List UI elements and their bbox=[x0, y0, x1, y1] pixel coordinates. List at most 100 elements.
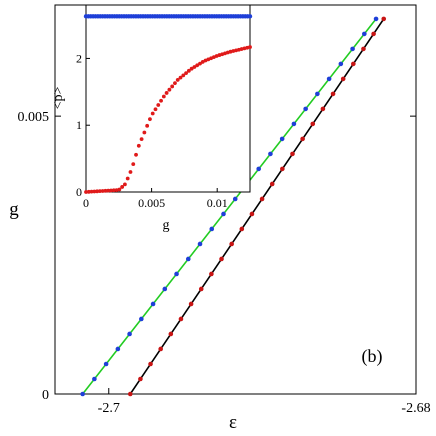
main-series-1-point bbox=[188, 301, 194, 307]
inset-series-1-point bbox=[134, 152, 138, 157]
main-series-0-point bbox=[362, 31, 367, 37]
main-series-0-point bbox=[279, 136, 285, 142]
inset-series-1-point bbox=[184, 71, 188, 75]
inset-series-1-point bbox=[248, 45, 252, 49]
main-series-1-point bbox=[371, 31, 376, 37]
main-series-0-point bbox=[373, 16, 379, 22]
main-series-0-point bbox=[162, 286, 168, 292]
inset-series-1-point bbox=[192, 65, 197, 69]
inset-series-1-point bbox=[117, 187, 122, 192]
inset-series-1-point bbox=[139, 137, 144, 142]
main-series-1-point bbox=[198, 286, 204, 292]
inset-series-1-point bbox=[84, 190, 88, 194]
main-series-1-point bbox=[259, 196, 265, 202]
main-x-tick-label: -2.7 bbox=[98, 401, 120, 416]
inset-series-1-point bbox=[103, 188, 108, 193]
main-series-0-point bbox=[92, 376, 97, 382]
inset-x-tick-label: 0.01 bbox=[207, 196, 228, 210]
inset-x-tick-label: 0 bbox=[83, 196, 89, 210]
main-series-0-point bbox=[303, 106, 308, 112]
main-series-0-point bbox=[197, 241, 203, 247]
inset-series-1-point bbox=[123, 182, 127, 187]
main-series-1-point bbox=[290, 151, 295, 157]
inset-series-1-point bbox=[175, 78, 180, 82]
panel-label: (b) bbox=[362, 346, 383, 367]
main-series-0-line bbox=[82, 18, 377, 395]
main-series-1-point bbox=[300, 136, 305, 142]
inset-y-tick-label: 1 bbox=[76, 118, 82, 132]
inset-series-1-point bbox=[86, 189, 91, 194]
inset-series-1-point bbox=[95, 189, 100, 194]
main-series-0-point bbox=[209, 226, 215, 232]
main-y-tick-label: 0 bbox=[42, 388, 49, 403]
main-series-1-point bbox=[320, 106, 326, 112]
inset-y-tick-label: 0 bbox=[76, 185, 82, 199]
main-series-1-point bbox=[209, 271, 214, 277]
main-series-1-point bbox=[239, 226, 245, 232]
main-series-0-point bbox=[221, 211, 226, 217]
main-series-1-point bbox=[269, 181, 275, 187]
inset-series-1-point bbox=[97, 189, 102, 194]
main-series-1-point bbox=[310, 121, 316, 127]
main-series-0-point bbox=[350, 46, 355, 52]
inset-series-1-point bbox=[195, 63, 200, 68]
main-series-1-point bbox=[158, 346, 163, 352]
inset-series-1-point bbox=[167, 87, 172, 92]
main-series-0-point bbox=[139, 316, 144, 322]
inset-series-1-point bbox=[150, 111, 155, 116]
main-series-1-point bbox=[340, 76, 346, 82]
inset-series-1-point bbox=[159, 98, 163, 103]
inset-series-0-point bbox=[247, 14, 253, 19]
main-series-1-point bbox=[178, 316, 184, 322]
main-series-1-point bbox=[219, 256, 224, 262]
main-series-0-point bbox=[268, 151, 273, 157]
inset-x-axis-label: g bbox=[163, 218, 170, 233]
inset-series-1-point bbox=[128, 170, 133, 174]
inset-y-axis-label: <p> bbox=[51, 87, 66, 110]
inset-series-1-point bbox=[100, 189, 105, 193]
main-x-tick-label: -2.68 bbox=[401, 401, 430, 416]
main-series-0-point bbox=[103, 361, 109, 367]
main-series-1-point bbox=[148, 361, 153, 367]
main-series-0-point bbox=[115, 346, 121, 352]
inset-series-1-point bbox=[111, 188, 116, 193]
inset-series-1-point bbox=[89, 189, 94, 194]
inset-series-1-point bbox=[142, 130, 147, 135]
inset-y-tick-label: 2 bbox=[76, 51, 82, 65]
inset-series-1-point bbox=[136, 143, 141, 148]
inset-series-1-point bbox=[92, 189, 97, 194]
main-series-0-point bbox=[185, 256, 191, 262]
inset-plot-frame bbox=[85, 4, 251, 193]
main-series-0-point bbox=[326, 76, 332, 82]
main-y-axis-label: g bbox=[9, 199, 19, 220]
inset-series-1-point bbox=[131, 162, 136, 167]
inset-series-1-point bbox=[198, 61, 202, 66]
main-series-0-point bbox=[174, 271, 179, 277]
main-series-1-point bbox=[330, 91, 336, 97]
inset-series-1-point bbox=[178, 75, 183, 80]
main-series-0-point bbox=[127, 331, 132, 337]
inset-series-1-point bbox=[161, 94, 166, 99]
inset-series-1-point bbox=[181, 73, 186, 78]
inset-series-1-point bbox=[170, 84, 175, 89]
main-series-0-point bbox=[338, 61, 344, 67]
inset-series-1-point bbox=[164, 91, 169, 95]
main-series-1-point bbox=[127, 391, 133, 397]
main-series-1-point bbox=[168, 331, 174, 337]
main-series-0-point bbox=[80, 391, 85, 397]
main-series-0-point bbox=[256, 166, 261, 172]
main-y-tick-label: 0.005 bbox=[18, 110, 50, 125]
main-series-1-line bbox=[129, 18, 385, 395]
main-series-0-point bbox=[232, 196, 238, 202]
main-series-0-point bbox=[150, 301, 156, 307]
inset-x-tick-label: 0.005 bbox=[138, 196, 165, 210]
main-series-1-point bbox=[381, 16, 387, 22]
inset-series-1-point bbox=[120, 185, 125, 189]
inset-series-1-point bbox=[156, 103, 161, 107]
inset-series-1-point bbox=[145, 123, 150, 128]
inset-series-1-point bbox=[148, 117, 152, 122]
inset-series-1-point bbox=[189, 66, 194, 71]
main-series-1-point bbox=[249, 211, 255, 217]
